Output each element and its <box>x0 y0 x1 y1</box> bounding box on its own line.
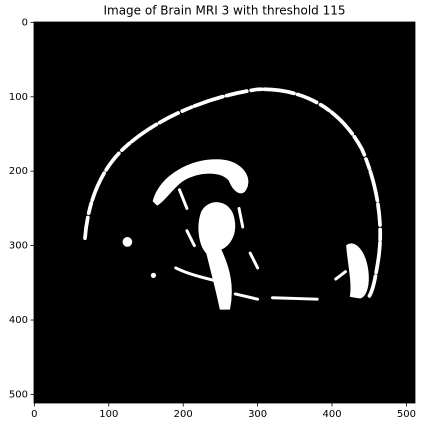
brain-mask <box>83 87 383 310</box>
x-tick-label: 300 <box>248 409 267 420</box>
x-tick-label: 200 <box>174 409 193 420</box>
x-tick-label: 500 <box>397 409 416 420</box>
x-tick-label: 0 <box>31 409 37 420</box>
y-tick-label: 200 <box>9 166 28 177</box>
y-tick-label: 100 <box>9 92 28 103</box>
y-tick-label: 300 <box>9 241 28 252</box>
y-tick-label: 400 <box>9 315 28 326</box>
y-tick-label: 0 <box>22 17 28 28</box>
x-tick-label: 400 <box>322 409 341 420</box>
x-tick-label: 100 <box>99 409 118 420</box>
y-tick-label: 500 <box>9 389 28 400</box>
chart-title: Image of Brain MRI 3 with threshold 115 <box>103 4 345 18</box>
